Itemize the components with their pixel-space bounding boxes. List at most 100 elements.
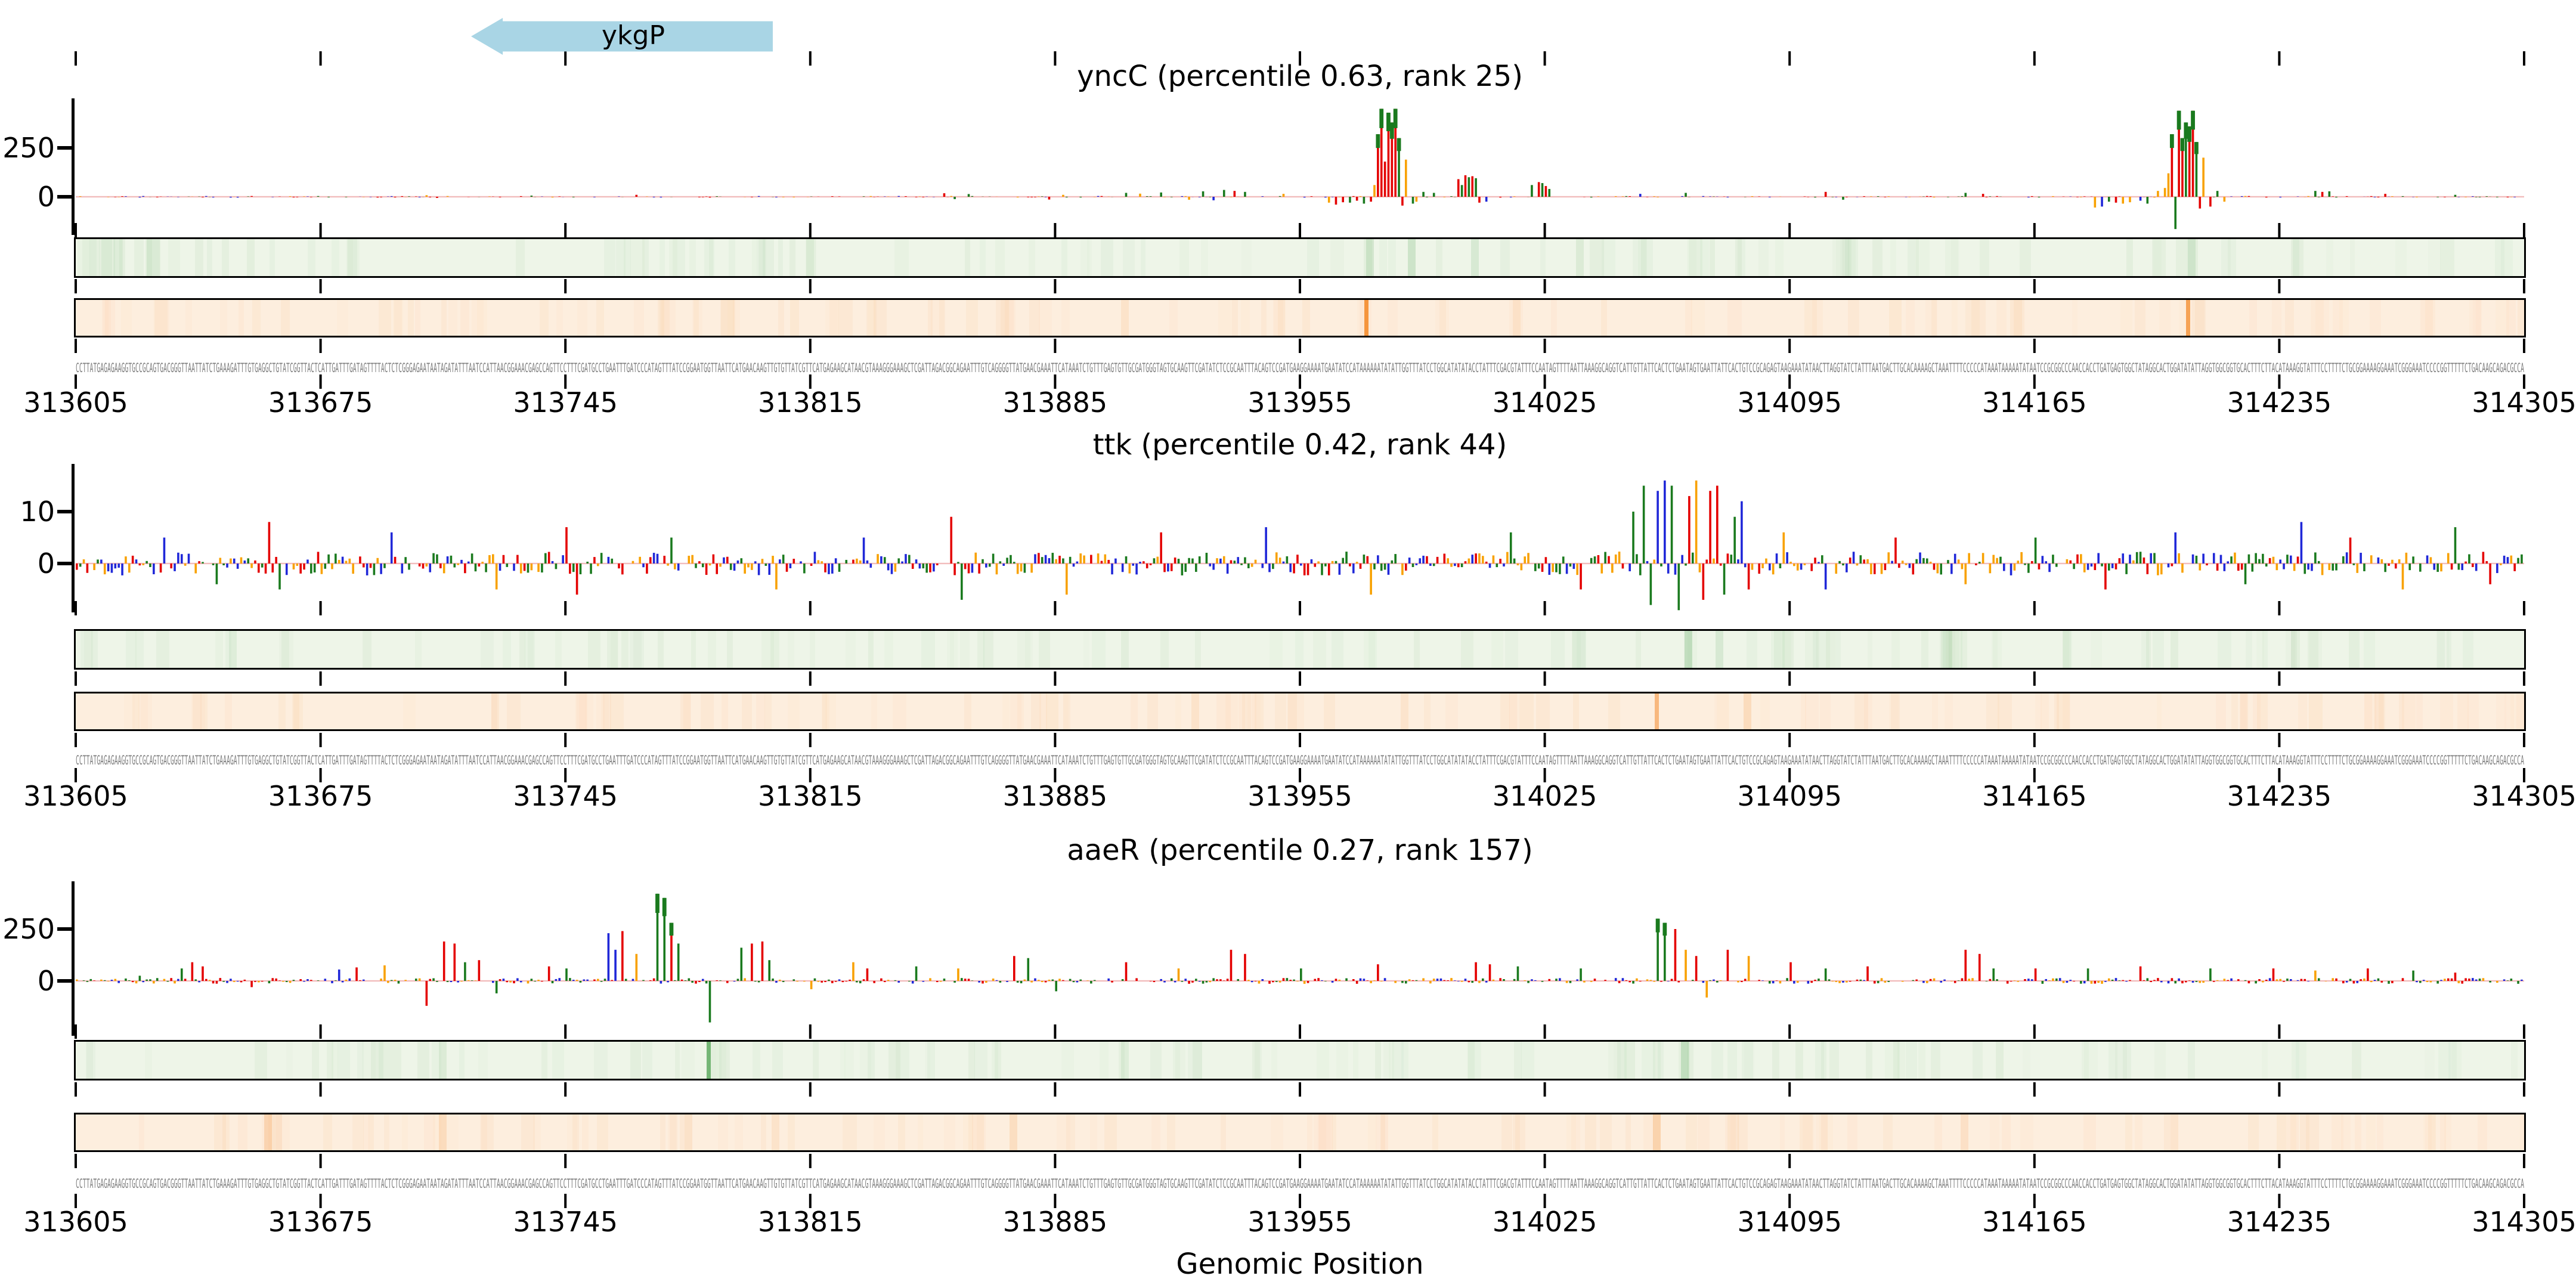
signal-bar <box>2349 979 2352 981</box>
heat-texture-stripe <box>1439 300 1446 336</box>
signal-bar <box>1121 979 1124 981</box>
signal-bar <box>1488 964 1491 981</box>
signal-bar <box>1513 558 1516 564</box>
signal-bar-cap <box>655 893 660 913</box>
signal-bar <box>831 564 834 574</box>
signal-bar <box>1796 981 1799 983</box>
heat-texture-stripe <box>2364 693 2376 729</box>
heat-texture-stripe <box>2216 693 2226 729</box>
heat-texture-stripe <box>2151 239 2166 276</box>
heat-texture-stripe <box>135 631 144 668</box>
heat-signal-line <box>491 693 500 729</box>
heat-texture-stripe <box>1683 631 1692 668</box>
heat-texture-stripe <box>764 693 772 729</box>
heat-texture-stripe <box>1943 631 1950 668</box>
signal-bar <box>1786 978 1788 981</box>
heat-texture-stripe <box>1254 1042 1262 1079</box>
heat-texture-stripe <box>1918 1042 1925 1079</box>
signal-bar <box>712 554 715 564</box>
signal-bar <box>2356 981 2359 983</box>
heat-texture-stripe <box>2063 631 2072 668</box>
signal-bar <box>2506 980 2509 981</box>
heat-texture-stripe <box>246 239 255 276</box>
heat-texture-stripe <box>1738 239 1745 276</box>
signal-bar <box>950 196 953 197</box>
signal-bar <box>698 561 701 564</box>
x-tick-label: 314025 <box>1492 1206 1597 1238</box>
signal-bar <box>1667 981 1670 982</box>
x-axis-tick <box>1543 1024 1546 1039</box>
heat-texture-stripe <box>2020 239 2031 276</box>
heat-texture-stripe <box>1952 300 1958 336</box>
heat-texture-stripe <box>972 1114 986 1150</box>
signal-bar <box>2237 979 2240 981</box>
signal-bar <box>1516 564 1519 566</box>
signal-bar <box>1233 191 1236 197</box>
heat-texture-stripe <box>788 1114 795 1150</box>
signal-bar <box>2094 197 2097 208</box>
signal-bar <box>1614 196 1617 197</box>
signal-bar <box>1957 559 1960 564</box>
signal-bar <box>1439 978 1442 981</box>
heat-texture-stripe <box>1501 1114 1513 1150</box>
heat-texture-stripe <box>693 300 699 336</box>
heat-texture-stripe <box>2378 693 2385 729</box>
signal-bar <box>1621 196 1624 197</box>
signal-bar <box>1359 564 1362 569</box>
signal-bar <box>593 979 596 981</box>
heat-texture-stripe <box>91 631 98 668</box>
signal-bar <box>1590 981 1593 982</box>
heat-texture-stripe <box>1717 693 1730 729</box>
heat-texture-stripe <box>402 1114 408 1150</box>
signal-bar <box>1247 980 1250 981</box>
signal-bar <box>705 196 708 197</box>
signal-bar <box>2188 980 2191 981</box>
signal-bar <box>1842 197 1844 200</box>
signal-bar <box>230 979 232 981</box>
heat-texture-stripe <box>575 693 586 729</box>
signal-bar <box>1366 980 1369 981</box>
signal-bar <box>2419 981 2422 983</box>
signal-bar <box>180 554 183 564</box>
signal-bar <box>2129 197 2131 203</box>
signal-bar <box>2076 554 2079 564</box>
x-tick-label: 314025 <box>1492 386 1597 419</box>
signal-bar <box>2160 564 2163 575</box>
signal-bar <box>117 564 120 568</box>
signal-bar <box>1597 196 1600 197</box>
signal-bar <box>383 965 386 981</box>
signal-bar <box>464 564 466 574</box>
x-axis-tick <box>1543 279 1546 293</box>
signal-bar <box>1467 177 1470 197</box>
signal-bar <box>2499 564 2502 565</box>
heat-texture-stripe <box>822 693 828 729</box>
signal-bar <box>1555 564 1558 572</box>
signal-bar <box>2027 564 2030 573</box>
heat-texture-stripe <box>1893 1042 1900 1079</box>
signal-bar <box>2181 981 2184 984</box>
heat-texture-stripe <box>661 300 675 336</box>
signal-bar <box>2247 981 2250 984</box>
signal-bar <box>2094 564 2097 571</box>
signal-bar <box>866 968 869 981</box>
signal-bar <box>163 979 166 981</box>
heat-texture-stripe <box>146 239 160 276</box>
signal-bar <box>705 981 708 984</box>
signal-bar <box>240 557 243 564</box>
heat-texture-stripe <box>683 693 691 729</box>
signal-bar <box>1184 979 1187 981</box>
signal-bar <box>1849 981 1852 982</box>
x-axis-tick <box>75 671 77 686</box>
signal-bar <box>1471 981 1474 983</box>
signal-bar-cap <box>1386 112 1391 131</box>
signal-bar <box>1370 564 1372 595</box>
signal-bar <box>551 561 554 564</box>
heat-texture-stripe <box>2054 693 2059 729</box>
signal-bar <box>145 979 148 981</box>
heat-texture-stripe <box>459 1042 465 1079</box>
signal-bar <box>2335 564 2337 571</box>
signal-bar <box>1160 979 1162 981</box>
heat-texture-stripe <box>866 300 877 336</box>
signal-bar <box>1996 979 1998 981</box>
signal-bar <box>2401 564 2404 590</box>
